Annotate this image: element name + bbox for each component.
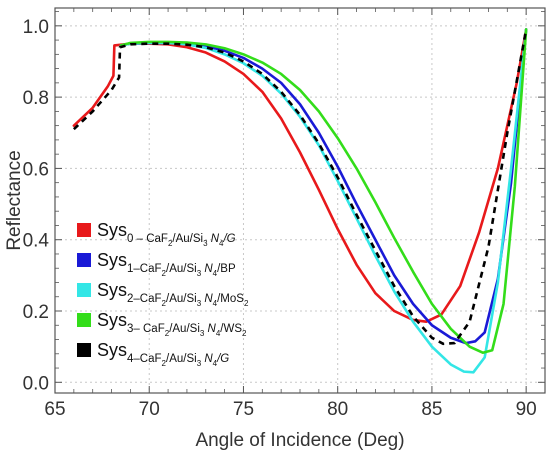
x-tick-label: 90: [516, 399, 537, 420]
x-tick-label: 75: [233, 399, 254, 420]
y-tick-label: 1.0: [23, 17, 49, 38]
legend-swatch: [77, 253, 91, 267]
x-tick-label: 70: [139, 399, 160, 420]
y-tick-label: 0.2: [23, 302, 49, 323]
legend-label: Sys2–CaF2/Au/Si3 N4/MoS2: [97, 280, 249, 308]
series-line-0: [72, 28, 528, 323]
legend-swatch: [77, 343, 91, 357]
y-tick-label: 0.6: [23, 159, 49, 180]
series-line-4: [72, 29, 528, 346]
x-axis-label: Angle of Incidence (Deg): [195, 430, 404, 451]
legend-swatch: [77, 223, 91, 237]
tick-labels: 65 70 75 80 85 90 0.0 0.2 0.4 0.6 0.8 1.0: [23, 17, 537, 420]
data-series: [72, 28, 528, 374]
x-tick-label: 65: [44, 399, 65, 420]
legend-label: Sys1–CaF2/Au/Si3 N4/BP: [97, 250, 236, 278]
series-line-3: [119, 28, 528, 355]
legend-swatch: [77, 313, 91, 327]
y-axis-label: Reflectance: [4, 150, 25, 250]
x-tick-label: 85: [421, 399, 442, 420]
legend: Sys0 – CaF2/Au/Si3 N4/GSys1–CaF2/Au/Si3 …: [77, 220, 249, 368]
plot-frame: [54, 7, 546, 394]
y-tick-label: 0.8: [23, 88, 49, 109]
x-tick-label: 80: [327, 399, 348, 420]
grid-lines: [54, 8, 545, 393]
y-tick-label: 0.0: [23, 373, 49, 394]
legend-swatch: [77, 283, 91, 297]
axis-ticks: [54, 8, 546, 393]
legend-label: Sys3– CaF2/Au/Si3 N4/WS2: [97, 310, 247, 338]
legend-label: Sys0 – CaF2/Au/Si3 N4/G: [97, 220, 236, 248]
y-tick-label: 0.4: [23, 231, 50, 252]
legend-label: Sys4–CaF2/Au/Si3 N4/G: [97, 340, 229, 368]
